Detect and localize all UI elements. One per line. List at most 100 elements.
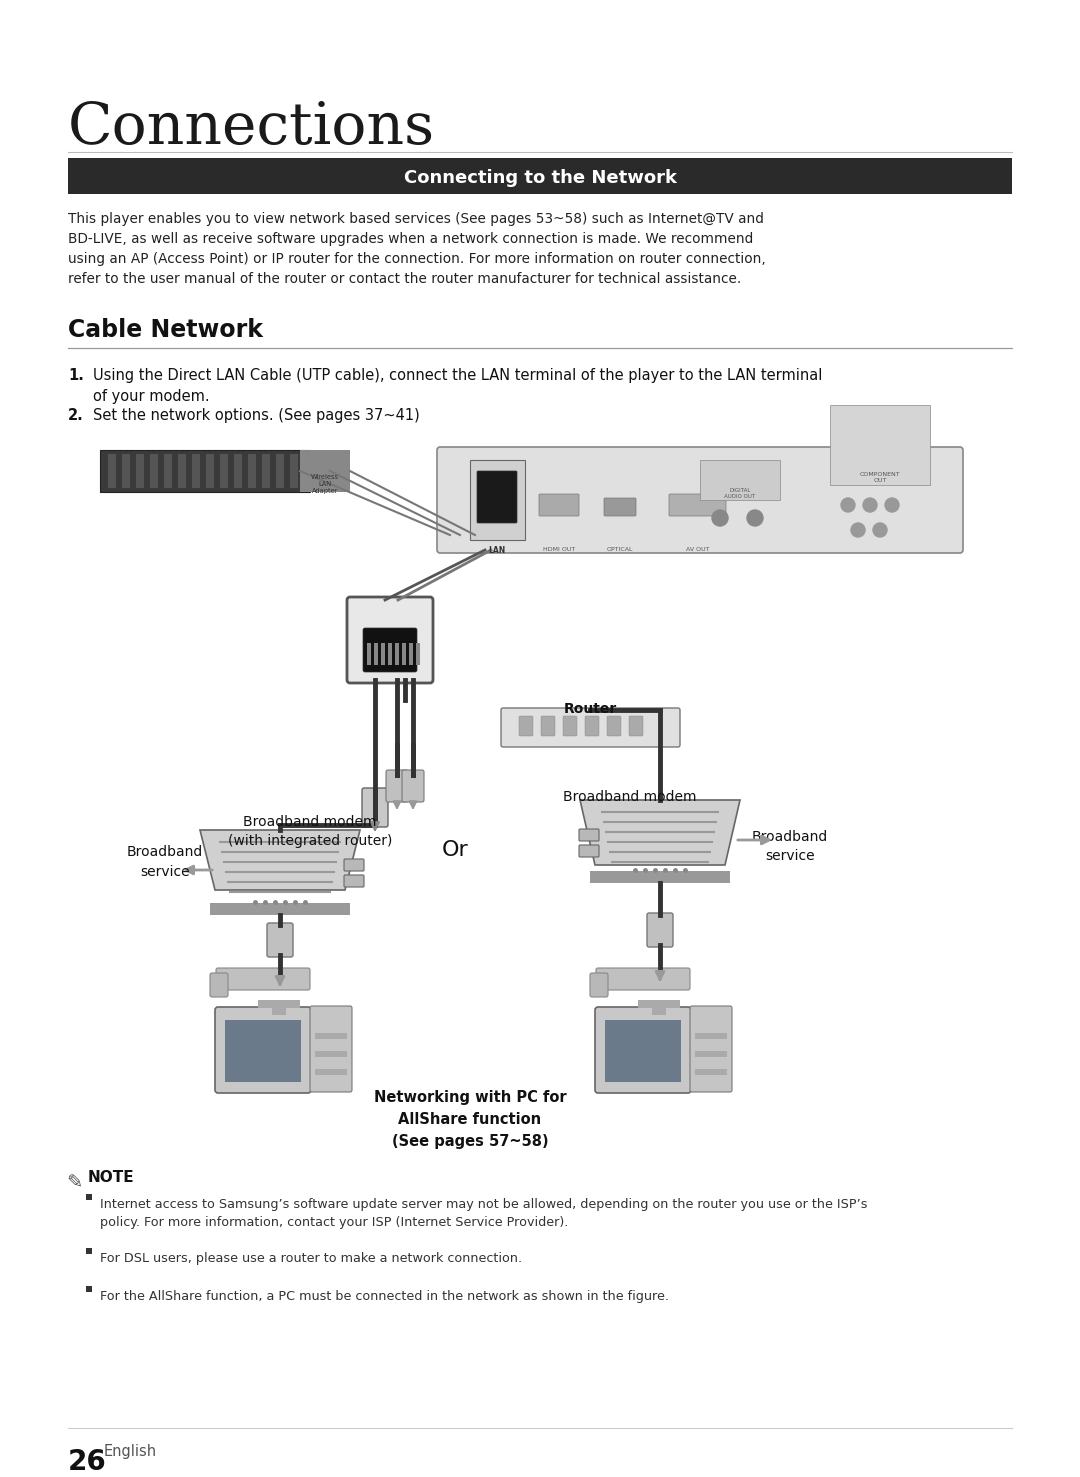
FancyBboxPatch shape (388, 642, 392, 665)
FancyBboxPatch shape (629, 716, 643, 736)
Text: Broadband modem
(with integrated router): Broadband modem (with integrated router) (228, 815, 392, 848)
FancyBboxPatch shape (258, 1000, 300, 1007)
FancyBboxPatch shape (300, 450, 350, 492)
FancyBboxPatch shape (647, 913, 673, 947)
FancyBboxPatch shape (402, 770, 424, 802)
Text: 1.: 1. (68, 368, 84, 383)
FancyBboxPatch shape (345, 860, 364, 871)
FancyBboxPatch shape (150, 453, 158, 487)
FancyBboxPatch shape (579, 829, 599, 840)
Circle shape (841, 498, 855, 513)
FancyBboxPatch shape (696, 1052, 727, 1058)
FancyBboxPatch shape (604, 498, 636, 515)
FancyBboxPatch shape (669, 493, 726, 515)
FancyBboxPatch shape (501, 707, 680, 747)
Text: HDMI OUT: HDMI OUT (543, 546, 576, 552)
FancyBboxPatch shape (563, 716, 577, 736)
FancyBboxPatch shape (276, 453, 284, 487)
FancyBboxPatch shape (519, 716, 534, 736)
Text: Wireless
LAN
Adapter: Wireless LAN Adapter (311, 474, 339, 493)
Circle shape (747, 510, 762, 526)
FancyBboxPatch shape (541, 716, 555, 736)
FancyBboxPatch shape (690, 1006, 732, 1092)
FancyBboxPatch shape (315, 1069, 347, 1075)
FancyBboxPatch shape (362, 789, 388, 827)
FancyBboxPatch shape (590, 871, 730, 883)
FancyBboxPatch shape (86, 1286, 92, 1292)
FancyBboxPatch shape (68, 158, 1012, 193)
Text: Set the network options. (See pages 37~41): Set the network options. (See pages 37~4… (93, 408, 420, 422)
Text: Broadband modem: Broadband modem (564, 790, 697, 803)
FancyBboxPatch shape (696, 1069, 727, 1075)
Text: Connections: Connections (68, 100, 435, 157)
Text: OPTICAL: OPTICAL (607, 546, 633, 552)
FancyBboxPatch shape (136, 453, 144, 487)
FancyBboxPatch shape (210, 902, 350, 914)
FancyBboxPatch shape (652, 1003, 666, 1015)
FancyBboxPatch shape (216, 967, 310, 990)
Text: AV OUT: AV OUT (686, 546, 710, 552)
FancyBboxPatch shape (267, 923, 293, 957)
FancyBboxPatch shape (416, 642, 420, 665)
FancyBboxPatch shape (437, 448, 963, 552)
Text: Broadband
service: Broadband service (126, 845, 203, 879)
FancyBboxPatch shape (696, 1032, 727, 1038)
FancyBboxPatch shape (272, 1003, 286, 1015)
FancyBboxPatch shape (595, 1007, 691, 1093)
Polygon shape (200, 830, 360, 891)
FancyBboxPatch shape (315, 1032, 347, 1038)
Text: Networking with PC for
AllShare function
(See pages 57~58): Networking with PC for AllShare function… (374, 1090, 566, 1149)
FancyBboxPatch shape (315, 1052, 347, 1058)
Circle shape (863, 498, 877, 513)
FancyBboxPatch shape (367, 642, 372, 665)
Text: 26: 26 (68, 1447, 107, 1476)
FancyBboxPatch shape (220, 453, 228, 487)
FancyBboxPatch shape (345, 874, 364, 888)
FancyBboxPatch shape (607, 716, 621, 736)
Text: Cable Network: Cable Network (68, 318, 264, 343)
FancyBboxPatch shape (262, 453, 270, 487)
Text: Or: Or (442, 840, 469, 860)
Circle shape (851, 523, 865, 538)
Text: 2.: 2. (68, 408, 84, 422)
FancyBboxPatch shape (192, 453, 200, 487)
Circle shape (712, 510, 728, 526)
Text: For the AllShare function, a PC must be connected in the network as shown in the: For the AllShare function, a PC must be … (100, 1289, 669, 1303)
FancyBboxPatch shape (409, 642, 413, 665)
FancyBboxPatch shape (477, 471, 517, 523)
Text: Using the Direct LAN Cable (UTP cable), connect the LAN terminal of the player t: Using the Direct LAN Cable (UTP cable), … (93, 368, 822, 405)
FancyBboxPatch shape (234, 453, 242, 487)
Text: English: English (104, 1445, 157, 1459)
FancyBboxPatch shape (164, 453, 172, 487)
Text: NOTE: NOTE (87, 1170, 135, 1185)
Polygon shape (580, 801, 740, 866)
FancyBboxPatch shape (831, 405, 930, 484)
Text: Connecting to the Network: Connecting to the Network (404, 168, 676, 188)
Text: ✎: ✎ (66, 1174, 82, 1193)
FancyBboxPatch shape (100, 450, 310, 492)
Text: Broadband
service: Broadband service (752, 830, 828, 864)
FancyBboxPatch shape (539, 493, 579, 515)
Text: This player enables you to view network based services (See pages 53~58) such as: This player enables you to view network … (68, 213, 766, 287)
FancyBboxPatch shape (374, 642, 378, 665)
FancyBboxPatch shape (86, 1248, 92, 1254)
FancyBboxPatch shape (395, 642, 399, 665)
FancyBboxPatch shape (225, 1021, 301, 1083)
FancyBboxPatch shape (700, 459, 780, 501)
FancyBboxPatch shape (122, 453, 130, 487)
Circle shape (873, 523, 887, 538)
FancyBboxPatch shape (86, 1193, 92, 1199)
FancyBboxPatch shape (638, 1000, 680, 1007)
FancyBboxPatch shape (605, 1021, 681, 1083)
FancyBboxPatch shape (347, 597, 433, 682)
FancyBboxPatch shape (579, 845, 599, 857)
FancyBboxPatch shape (215, 1007, 311, 1093)
FancyBboxPatch shape (386, 770, 408, 802)
FancyBboxPatch shape (402, 642, 406, 665)
FancyBboxPatch shape (363, 628, 417, 672)
FancyBboxPatch shape (590, 973, 608, 997)
Text: Router: Router (564, 702, 617, 716)
FancyBboxPatch shape (178, 453, 186, 487)
FancyBboxPatch shape (470, 459, 525, 541)
FancyBboxPatch shape (248, 453, 256, 487)
